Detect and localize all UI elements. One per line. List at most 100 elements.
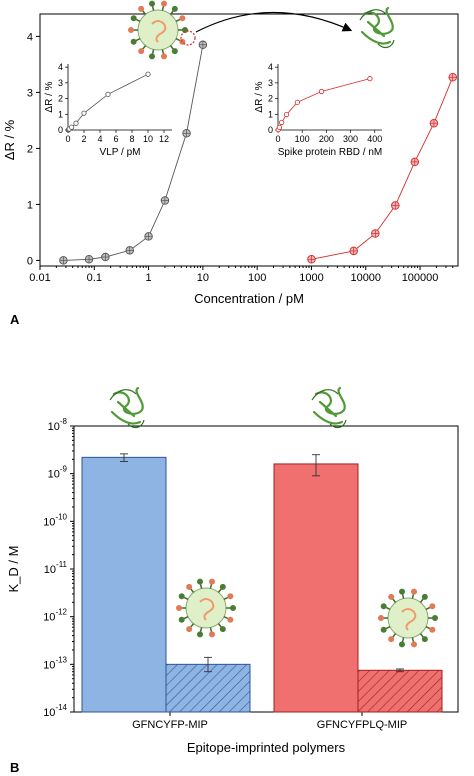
virus-spike-head — [138, 5, 145, 12]
y-tick-exponent: -14 — [55, 703, 67, 712]
virus-spike-head — [186, 626, 193, 633]
virus-spike-head — [128, 27, 134, 33]
virus-spike-head — [411, 588, 418, 595]
y-tick-base: 10 — [48, 421, 60, 433]
virus-spike-head — [176, 605, 182, 611]
inset-point — [294, 99, 300, 105]
inset-point — [283, 112, 290, 118]
inset-point — [318, 88, 325, 95]
protein-coil — [359, 9, 395, 49]
y-tick-label: 10-10 — [43, 512, 67, 528]
inset-point — [81, 110, 87, 116]
virus-spike-head — [378, 615, 384, 621]
inset-y-label: ΔR / % — [44, 81, 55, 112]
inset-rbd-chart: 0 100 200 300 400 0 1 2 3 4 Spike protein RBD / nM… — [254, 62, 382, 158]
inset-y-label: ΔR / % — [254, 81, 265, 112]
inset-x-tick-label: 10 — [143, 134, 153, 144]
inset-x-tick-label: 0 — [65, 134, 70, 144]
y-axis-label: K_D / M — [6, 546, 21, 593]
protein-illustration-left — [109, 386, 145, 429]
protein-ribbon — [312, 386, 346, 425]
y-tick-label: 0 — [27, 255, 33, 267]
y-tick-base: 10 — [43, 707, 55, 719]
y-tick-exponent: -8 — [60, 417, 68, 426]
virus-body — [185, 587, 227, 629]
y-tick-base: 10 — [43, 659, 55, 671]
x-tick-label: 1000 — [299, 272, 323, 284]
inset-y-tick-label: 4 — [58, 62, 63, 72]
inset-y-tick-label: 1 — [58, 109, 63, 119]
x-tick-label: 1 — [146, 272, 152, 284]
y-tick-base: 10 — [48, 469, 60, 481]
virus-spike-head — [130, 15, 137, 22]
protein-ribbon — [110, 386, 144, 425]
protein-illustration-top — [359, 6, 395, 49]
virus-spike-head — [209, 578, 216, 585]
panel-a-chart: 0.01 0.1 1 10 100 1000 10000 10000001234Concent… — [2, 13, 459, 306]
virus-spike-head — [398, 641, 405, 648]
virus-spike-head — [429, 626, 436, 633]
inset-x-tick-label: 300 — [343, 134, 358, 144]
inset-point — [73, 120, 79, 126]
virus-spike-head — [219, 583, 226, 590]
virus-spike-head — [432, 615, 438, 621]
virus-rna — [199, 598, 215, 621]
virus-spike-head — [380, 626, 387, 633]
virus-spike-head — [171, 5, 178, 12]
inset-point — [105, 91, 111, 97]
virus-spike-head — [161, 53, 168, 60]
virus-spike-head — [161, 0, 168, 7]
inset-x-tick-label: 8 — [129, 134, 134, 144]
virus-spike-head — [230, 605, 236, 611]
inset-x-tick-label: 2 — [81, 134, 86, 144]
panel-a-axes: 0.01 0.1 1 10 100 1000 10000 10000001234Concent… — [2, 13, 459, 306]
virus-spike-head — [196, 631, 203, 638]
inset-point — [279, 119, 285, 126]
inset-x-tick-label: 100 — [295, 134, 310, 144]
inset-y-tick-label: 3 — [268, 78, 273, 88]
panel-a-frame — [39, 13, 459, 267]
inset-line — [67, 73, 149, 131]
inset-y-tick-label: 4 — [268, 62, 273, 72]
virus-rna — [401, 608, 417, 631]
virus-spike-head — [429, 603, 436, 610]
inset-point — [276, 124, 283, 130]
virus-spike-head — [227, 593, 234, 600]
inset-x-tick-label: 400 — [367, 134, 382, 144]
y-tick-label: 10-12 — [43, 608, 67, 624]
y-tick-exponent: -9 — [60, 465, 68, 474]
virus-spike-head — [178, 616, 185, 623]
y-tick-base: 10 — [43, 612, 55, 624]
inset-x-tick-label: 0 — [275, 134, 280, 144]
protein-ribbon — [360, 6, 394, 45]
virus-spike-head — [388, 593, 395, 600]
inset-y-tick-label: 2 — [58, 94, 63, 104]
virus-spike-head — [421, 636, 428, 643]
x-tick-label: 10 — [197, 272, 209, 284]
inset-y-tick-label: 0 — [58, 125, 63, 135]
virus-spike-head — [171, 48, 178, 55]
highlight-circle — [180, 30, 196, 46]
inset-point — [367, 76, 373, 82]
x-tick-label: 10000 — [350, 272, 381, 284]
virus-spike-head — [380, 603, 387, 610]
inset-x-tick-label: 12 — [159, 134, 169, 144]
virus-spike-head — [186, 583, 193, 590]
y-tick-label: 10-9 — [48, 465, 68, 481]
inset-x-label: VLP / pM — [100, 147, 141, 158]
virus-spike-head — [227, 616, 234, 623]
virus-body — [387, 597, 429, 639]
bar — [357, 669, 443, 713]
inset-x-tick-label: 4 — [97, 134, 102, 144]
series-line-1 — [311, 77, 454, 260]
y-tick-base: 10 — [43, 516, 55, 528]
y-tick-exponent: -10 — [55, 512, 67, 521]
virus-spike-head — [130, 38, 137, 45]
x-tick-label: 100 — [248, 272, 266, 284]
virus-spike-head — [179, 15, 186, 22]
panel-a-series — [59, 40, 457, 265]
x-tick-label: GFNCYFPLQ-MIP — [317, 719, 407, 731]
